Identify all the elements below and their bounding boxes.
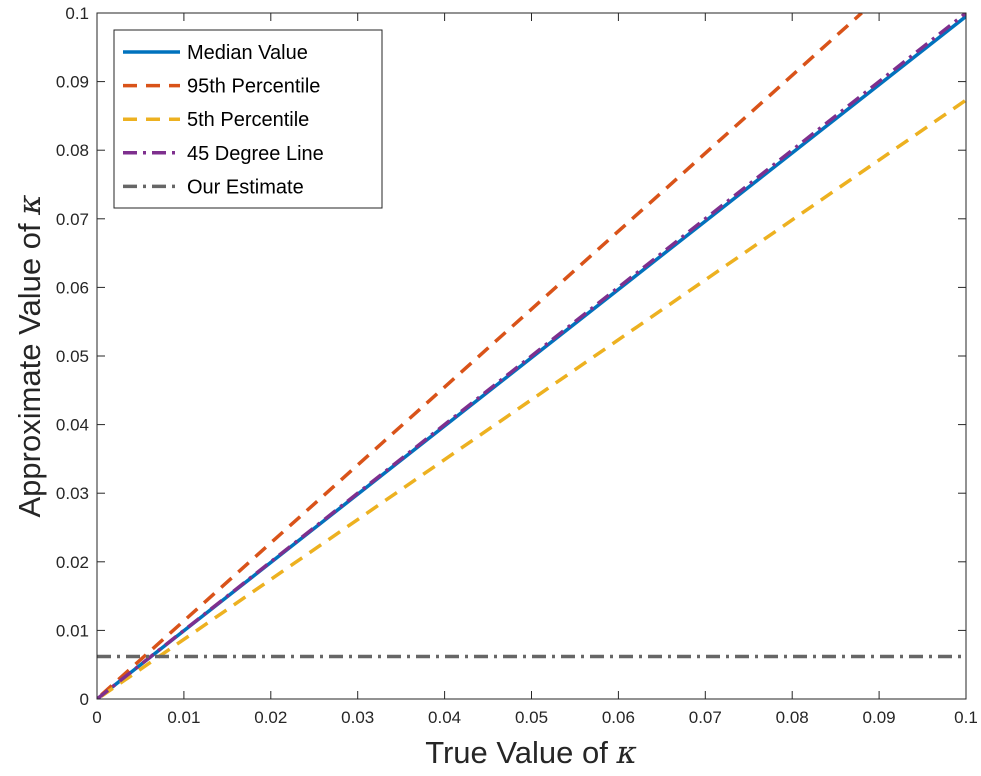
legend-label: Median Value: [187, 42, 308, 64]
x-tick-label: 0.06: [602, 708, 635, 727]
series-layer: [97, 13, 966, 699]
x-tick-label: 0.03: [341, 708, 374, 727]
y-tick-label: 0.04: [56, 416, 89, 435]
x-tick-label: 0.09: [863, 708, 896, 727]
x-tick-label: 0.1: [954, 708, 978, 727]
axes-layer: 0 0.01 0.02 0.03 0.04 0.05 0.06 0.07 0.08 0.09 0.1…: [56, 4, 978, 727]
legend: Median Value 95th Percentile 5th Percentil…: [113, 29, 383, 209]
y-tick-label: 0.02: [56, 553, 89, 572]
series-line-5th-percentile: [100, 98, 966, 698]
x-tick-label: 0.05: [515, 708, 548, 727]
y-tick-label: 0.07: [56, 210, 89, 229]
x-tick-label: 0.08: [776, 708, 809, 727]
series-line-45-degree-line: [97, 13, 966, 699]
y-tick-label: 0.08: [56, 141, 89, 160]
x-tick-label: 0.04: [428, 708, 461, 727]
legend-label: 5th Percentile: [187, 109, 309, 131]
y-axis-title: Approximate Value of κ: [12, 194, 48, 517]
y-tick-label: 0.06: [56, 278, 89, 297]
x-axis-title: True Value of κ: [425, 735, 637, 771]
x-tick-label: 0.02: [254, 708, 287, 727]
x-tick-label: 0.07: [689, 708, 722, 727]
series-line-95th-percentile: [100, 13, 863, 697]
y-tick-label: 0.1: [65, 4, 89, 23]
y-tick-label: 0.05: [56, 347, 89, 366]
legend-label: 95th Percentile: [187, 76, 320, 98]
y-tick-label: 0.01: [56, 621, 89, 640]
y-tick-label: 0.03: [56, 484, 89, 503]
y-tick-label: 0: [80, 690, 89, 709]
legend-label: 45 Degree Line: [187, 143, 324, 165]
y-tick-label: 0.09: [56, 73, 89, 92]
x-tick-label: 0: [92, 708, 101, 727]
legend-label: Our Estimate: [187, 176, 304, 198]
x-tick-label: 0.01: [167, 708, 200, 727]
